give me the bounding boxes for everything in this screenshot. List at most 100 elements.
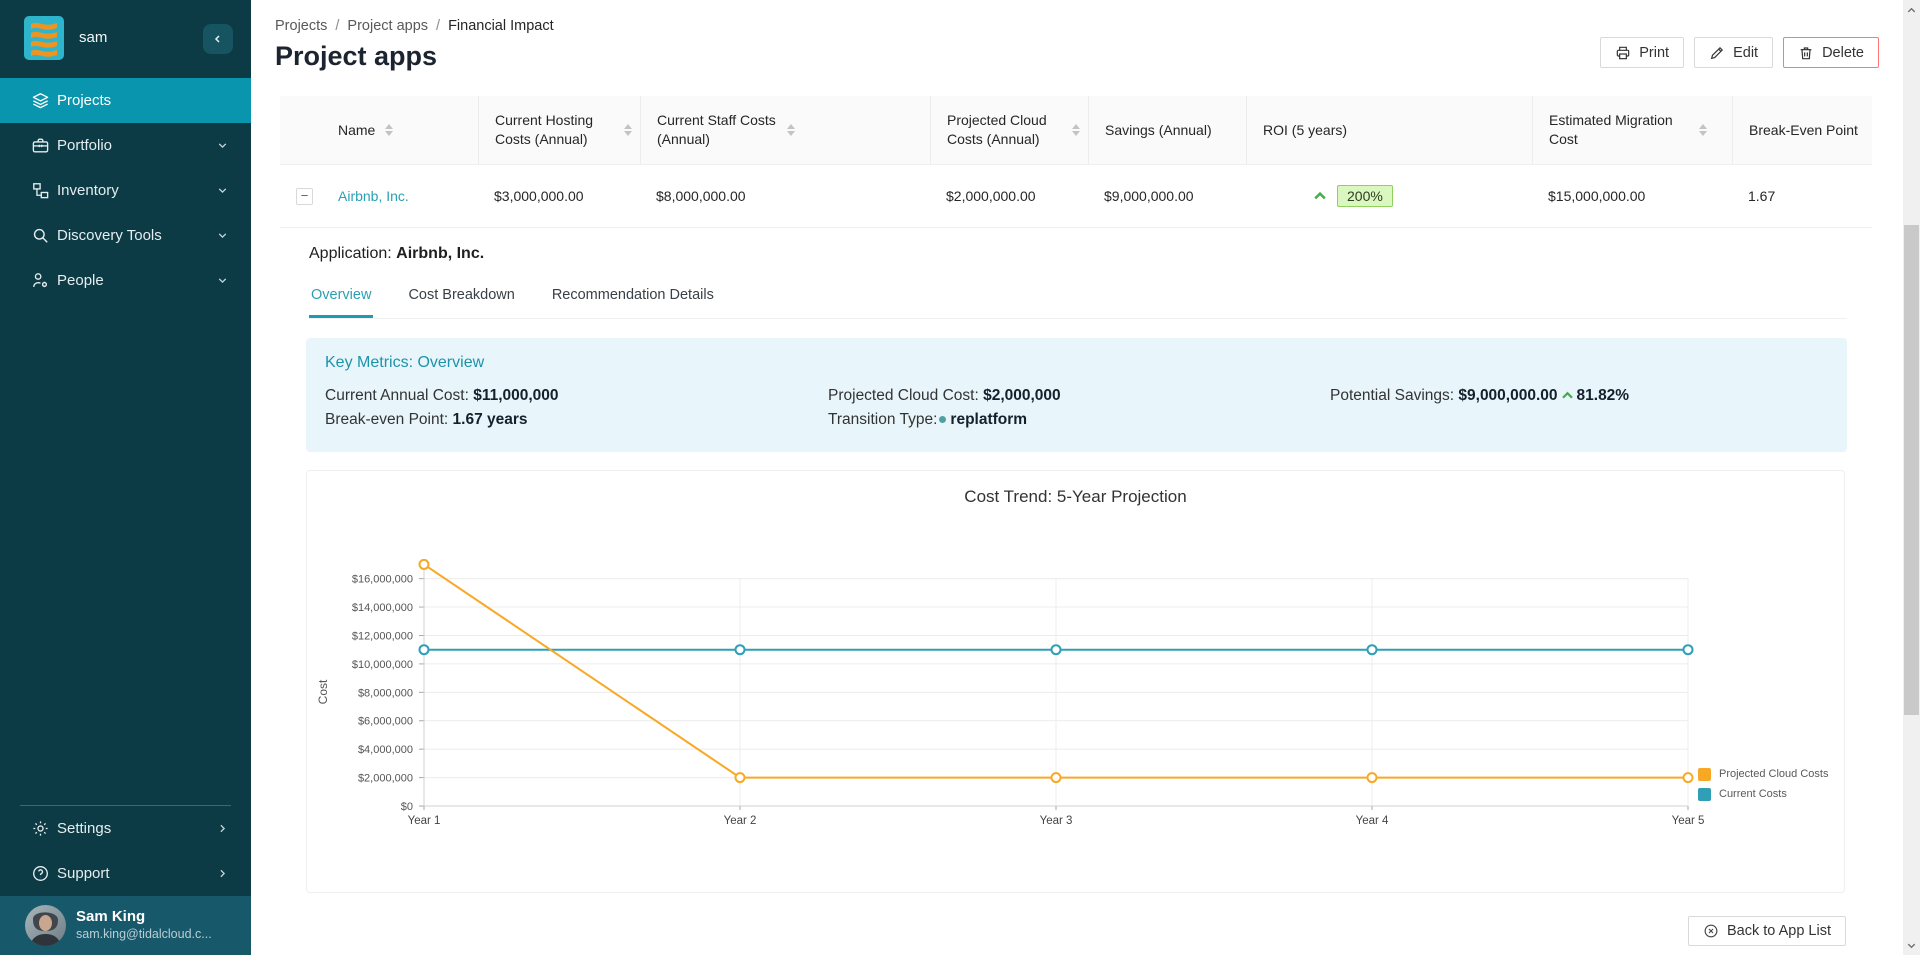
tab-overview[interactable]: Overview bbox=[309, 283, 374, 318]
sidebar: sam Projects Portfolio bbox=[0, 0, 251, 955]
chevron-left-icon bbox=[214, 35, 220, 43]
column-header-roi[interactable]: ROI (5 years) bbox=[1246, 96, 1532, 164]
edit-button[interactable]: Edit bbox=[1694, 37, 1774, 68]
sidebar-item-settings[interactable]: Settings bbox=[0, 806, 251, 851]
chart-title: Cost Trend: 5-Year Projection bbox=[964, 487, 1187, 506]
scroll-down-icon[interactable] bbox=[1903, 937, 1920, 953]
roi-badge: 200% bbox=[1337, 185, 1393, 207]
cell-current-hosting-costs: $3,000,000.00 bbox=[494, 188, 584, 204]
user-gear-icon bbox=[31, 271, 50, 290]
sidebar-item-label: People bbox=[57, 272, 104, 289]
breadcrumb-projects[interactable]: Projects bbox=[275, 18, 328, 34]
svg-text:Year 1: Year 1 bbox=[408, 815, 441, 827]
back-to-app-list-button[interactable]: Back to App List bbox=[1688, 916, 1846, 946]
key-metrics-col-3: Potential Savings: $9,000,000.00 81.82% bbox=[1330, 387, 1630, 404]
sort-icon bbox=[1699, 124, 1707, 136]
pencil-icon bbox=[1710, 46, 1724, 59]
expand-column-header bbox=[280, 96, 322, 164]
legend-swatch bbox=[1698, 767, 1711, 781]
column-header-current-staff-costs[interactable]: Current Staff Costs (Annual) bbox=[640, 96, 930, 164]
help-icon bbox=[31, 864, 50, 883]
delete-button[interactable]: Delete bbox=[1783, 37, 1879, 68]
avatar bbox=[25, 905, 66, 946]
application-line: Application: Airbnb, Inc. bbox=[309, 245, 485, 262]
chevron-down-icon bbox=[216, 274, 229, 287]
cell-projected-cloud-costs: $2,000,000.00 bbox=[946, 188, 1036, 204]
sidebar-item-people[interactable]: People bbox=[0, 258, 251, 303]
chevron-down-icon bbox=[216, 139, 229, 152]
scroll-up-icon[interactable] bbox=[1903, 2, 1920, 18]
current-annual-cost-value: $11,000,000 bbox=[473, 387, 559, 404]
application-name: Airbnb, Inc. bbox=[396, 245, 485, 262]
svg-text:$16,000,000: $16,000,000 bbox=[352, 574, 413, 586]
transition-type-value: replatform bbox=[950, 411, 1028, 429]
key-metrics-col-2: Projected Cloud Cost: $2,000,000 Transit… bbox=[828, 387, 1061, 429]
app-name-link[interactable]: Airbnb, Inc. bbox=[338, 188, 409, 204]
svg-text:Cost: Cost bbox=[316, 679, 330, 704]
sidebar-nav: Projects Portfolio In bbox=[0, 78, 251, 303]
detail-tabs: Overview Cost Breakdown Recommendation D… bbox=[309, 283, 1847, 319]
sidebar-item-label: Settings bbox=[57, 820, 112, 837]
cell-roi: 200% bbox=[1246, 185, 1532, 207]
chevron-down-icon bbox=[216, 184, 229, 197]
print-button[interactable]: Print bbox=[1600, 37, 1685, 68]
scrollbar[interactable] bbox=[1903, 0, 1920, 955]
sidebar-item-projects[interactable]: Projects bbox=[0, 78, 251, 123]
sidebar-item-support[interactable]: Support bbox=[0, 851, 251, 896]
page-title: Project apps bbox=[275, 41, 438, 71]
svg-text:$14,000,000: $14,000,000 bbox=[352, 602, 413, 614]
scrollbar-thumb[interactable] bbox=[1904, 225, 1919, 715]
transition-type-dot bbox=[939, 415, 947, 423]
potential-savings-value: $9,000,000.00 bbox=[1458, 387, 1558, 404]
sidebar-divider bbox=[20, 805, 231, 806]
column-header-break-even-point[interactable]: Break-Even Point bbox=[1732, 96, 1872, 164]
app-logo[interactable] bbox=[24, 16, 64, 60]
user-profile[interactable]: Sam King sam.king@tidalcloud.c... bbox=[0, 896, 251, 955]
sidebar-header: sam bbox=[0, 0, 251, 78]
breadcrumb-project-apps[interactable]: Project apps bbox=[347, 18, 429, 34]
cell-savings: $9,000,000.00 bbox=[1104, 188, 1194, 204]
column-header-savings[interactable]: Savings (Annual) bbox=[1088, 96, 1246, 164]
main-content: Projects / Project apps / Financial Impact P… bbox=[251, 0, 1920, 955]
tab-cost-breakdown[interactable]: Cost Breakdown bbox=[408, 287, 515, 303]
sidebar-item-portfolio[interactable]: Portfolio bbox=[0, 123, 251, 168]
svg-text:Year 5: Year 5 bbox=[1672, 815, 1705, 827]
sort-icon bbox=[1072, 124, 1080, 136]
legend-label: Projected Cloud Costs bbox=[1719, 768, 1829, 780]
cost-trend-chart-card: Cost Trend: 5-Year Projection $0 $2,000,0… bbox=[306, 470, 1845, 893]
chevron-right-icon bbox=[216, 867, 229, 880]
svg-text:Year 3: Year 3 bbox=[1040, 815, 1073, 827]
sort-icon bbox=[385, 124, 394, 136]
sidebar-item-label: Support bbox=[57, 865, 110, 882]
sidebar-item-label: Portfolio bbox=[57, 137, 113, 154]
search-icon bbox=[31, 226, 50, 245]
cell-break-even-point: 1.67 bbox=[1748, 188, 1776, 204]
column-header-current-hosting-costs[interactable]: Current Hosting Costs (Annual) bbox=[478, 96, 640, 164]
tab-recommendation-details[interactable]: Recommendation Details bbox=[551, 287, 714, 303]
column-header-projected-cloud-costs[interactable]: Projected Cloud Costs (Annual) bbox=[930, 96, 1088, 164]
sidebar-collapse-button[interactable] bbox=[203, 24, 233, 54]
sort-icon bbox=[787, 124, 795, 136]
sidebar-item-discovery-tools[interactable]: Discovery Tools bbox=[0, 213, 251, 258]
svg-text:$0: $0 bbox=[401, 801, 413, 813]
column-header-estimated-migration-cost[interactable]: Estimated Migration Cost bbox=[1532, 96, 1732, 164]
sidebar-item-label: Inventory bbox=[57, 182, 119, 199]
chevron-right-icon bbox=[216, 822, 229, 835]
key-metrics-title: Key Metrics: Overview bbox=[325, 354, 485, 371]
collapse-row-button[interactable]: − bbox=[296, 187, 313, 205]
key-metrics-panel: Key Metrics: Overview Current Annual Cos… bbox=[306, 338, 1847, 452]
gear-icon bbox=[31, 819, 50, 838]
financial-impact-table: Name Current Hosting Costs (Annual) Curr… bbox=[280, 96, 1872, 228]
hierarchy-icon bbox=[31, 181, 50, 200]
cost-trend-chart: $0 $2,000,000 $4,000,000 $6,000,000 $8,000,0… bbox=[316, 558, 1705, 827]
sidebar-item-inventory[interactable]: Inventory bbox=[0, 168, 251, 213]
projected-cloud-cost-value: $2,000,000 bbox=[983, 387, 1061, 404]
svg-text:$4,000,000: $4,000,000 bbox=[358, 744, 413, 756]
legend-item[interactable]: Projected Cloud Costs bbox=[1698, 764, 1828, 784]
column-header-name[interactable]: Name bbox=[322, 96, 478, 164]
svg-text:$12,000,000: $12,000,000 bbox=[352, 630, 413, 642]
trash-icon bbox=[1800, 46, 1812, 59]
caret-up-icon bbox=[1560, 389, 1575, 402]
legend-item[interactable]: Current Costs bbox=[1698, 784, 1828, 804]
close-circle-icon bbox=[1704, 924, 1718, 938]
